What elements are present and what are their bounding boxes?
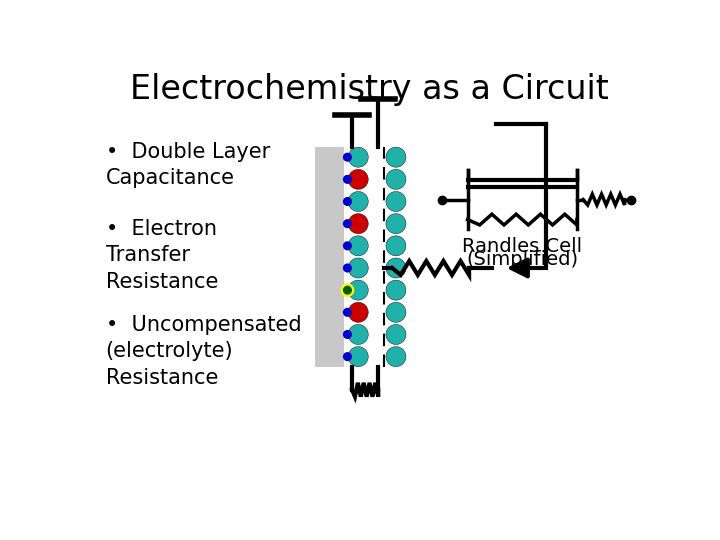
Text: •  Double Layer
Capacitance: • Double Layer Capacitance xyxy=(106,142,270,188)
Circle shape xyxy=(386,325,406,345)
Circle shape xyxy=(343,308,351,316)
Circle shape xyxy=(343,176,351,183)
Circle shape xyxy=(348,192,368,212)
Circle shape xyxy=(341,284,354,296)
Text: Electrochemistry as a Circuit: Electrochemistry as a Circuit xyxy=(130,72,608,105)
Circle shape xyxy=(343,330,351,339)
Circle shape xyxy=(348,236,368,256)
Circle shape xyxy=(386,192,406,212)
Circle shape xyxy=(343,198,351,205)
Circle shape xyxy=(348,325,368,345)
Circle shape xyxy=(386,147,406,167)
Circle shape xyxy=(343,286,351,294)
Text: •  Electron
Transfer
Resistance: • Electron Transfer Resistance xyxy=(106,219,218,292)
Circle shape xyxy=(386,236,406,256)
Circle shape xyxy=(348,258,368,278)
Circle shape xyxy=(348,147,368,167)
Circle shape xyxy=(343,153,351,161)
Circle shape xyxy=(386,214,406,234)
Circle shape xyxy=(386,302,406,322)
Circle shape xyxy=(343,353,351,361)
Circle shape xyxy=(348,214,368,234)
Circle shape xyxy=(386,280,406,300)
Bar xyxy=(315,147,344,367)
Circle shape xyxy=(348,302,368,322)
Text: (Simplified): (Simplified) xyxy=(466,251,578,269)
Text: •  Uncompensated
(electrolyte)
Resistance: • Uncompensated (electrolyte) Resistance xyxy=(106,315,301,388)
Circle shape xyxy=(386,347,406,367)
Circle shape xyxy=(343,264,351,272)
Circle shape xyxy=(348,347,368,367)
Circle shape xyxy=(343,220,351,227)
Text: Randles Cell: Randles Cell xyxy=(462,237,582,255)
Circle shape xyxy=(348,170,368,190)
Circle shape xyxy=(343,286,351,294)
Circle shape xyxy=(343,242,351,249)
Circle shape xyxy=(348,280,368,300)
Circle shape xyxy=(386,170,406,190)
Circle shape xyxy=(386,258,406,278)
